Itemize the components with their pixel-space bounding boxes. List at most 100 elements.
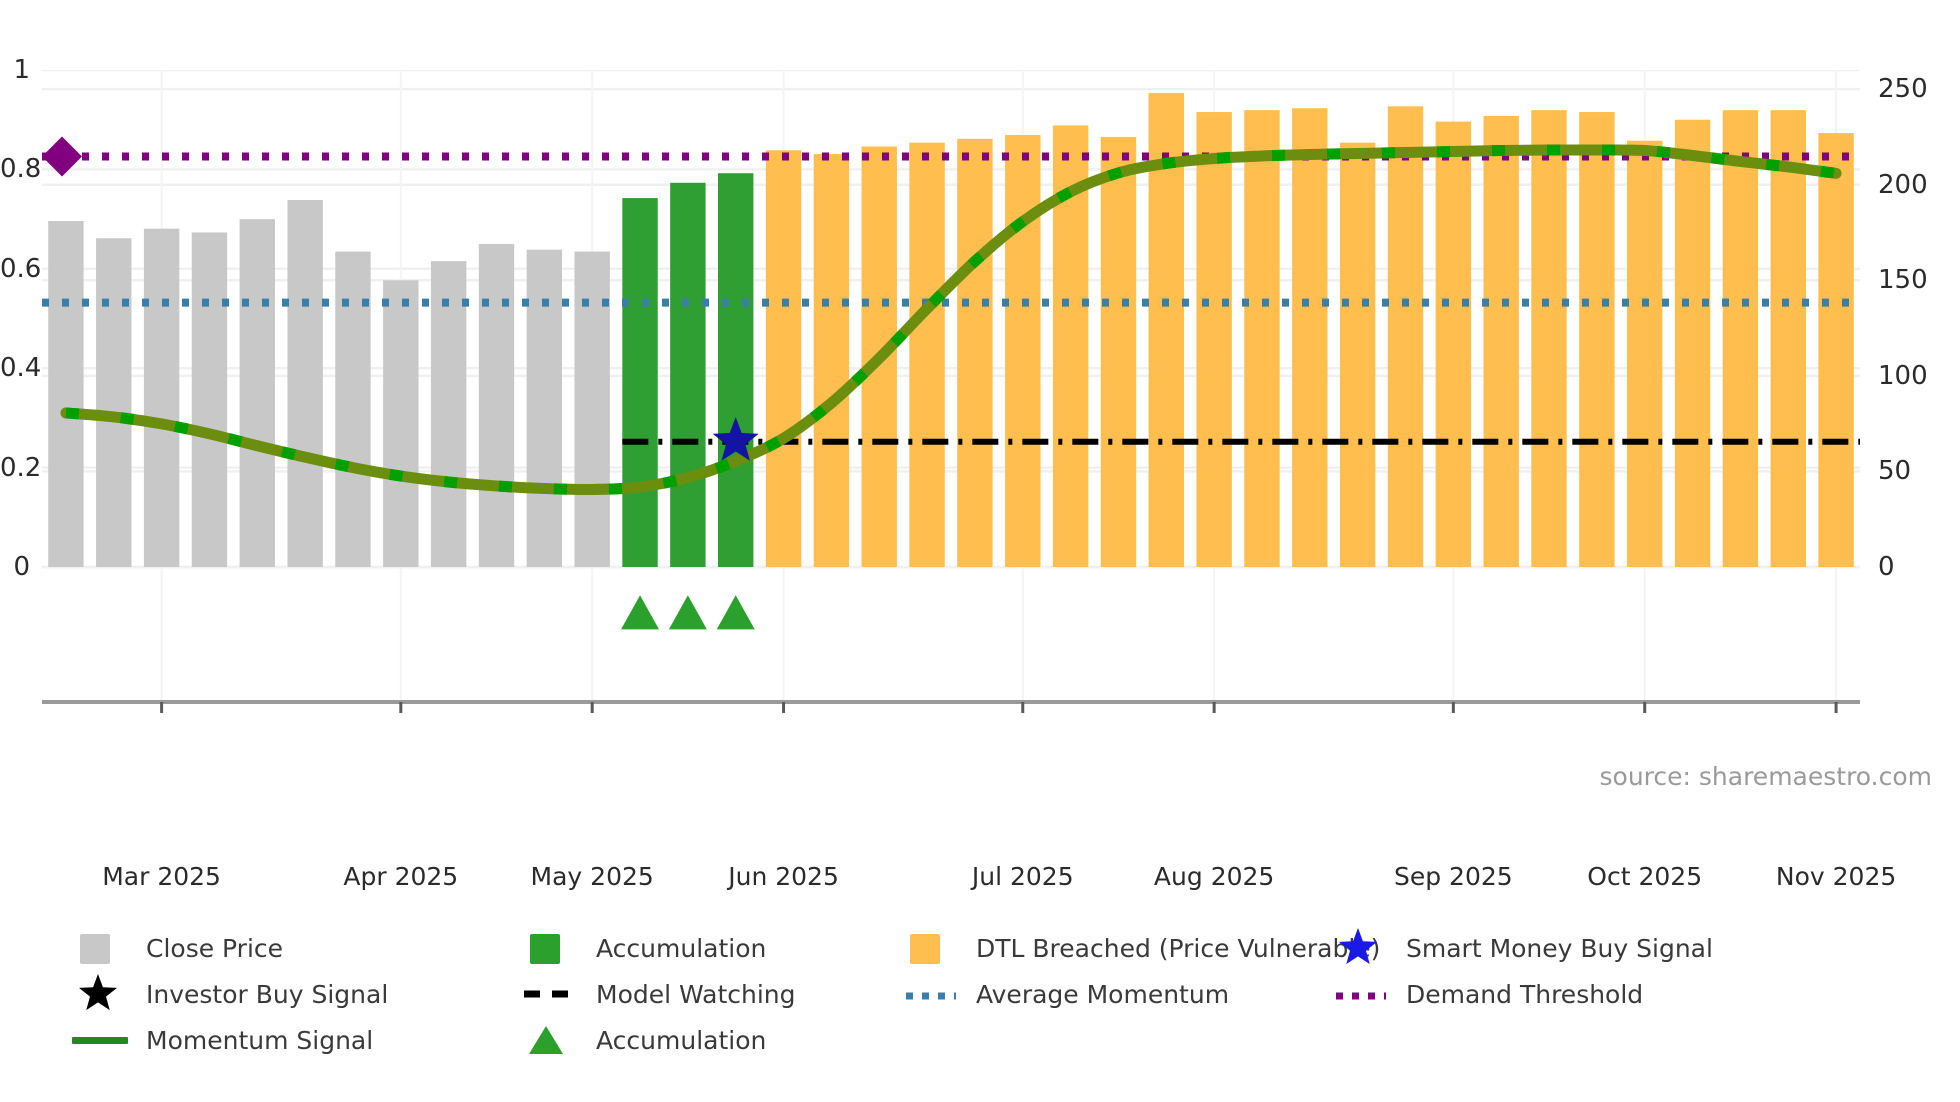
x-axis-tick-label: Jul 2025 (971, 862, 1074, 891)
legend-item[interactable]: Accumulation (520, 925, 900, 971)
legend-item-label: Close Price (146, 933, 284, 963)
bar (526, 249, 563, 567)
chart-legend: Close Price Accumulation DTL Breached (Pri… (70, 925, 1930, 1063)
legend-line-icon (70, 1020, 132, 1060)
x-axis-tick-label: May 2025 (530, 862, 654, 891)
square-icon (910, 934, 940, 964)
legend-item-label: Accumulation (596, 933, 767, 963)
bar (430, 261, 467, 567)
solid-line-icon (72, 1037, 128, 1044)
plot-svg (42, 70, 1860, 713)
bar (239, 219, 275, 567)
y-axis-right-tick-label: 0 (1878, 552, 1895, 582)
square-icon (80, 934, 110, 964)
bar (1244, 110, 1280, 567)
legend-dotted-line-icon (1330, 974, 1392, 1014)
bar (48, 221, 84, 567)
bar (478, 243, 515, 567)
plot-area (42, 70, 1860, 715)
legend-item[interactable]: Demand Threshold (1330, 971, 1643, 1017)
x-axis-tick-label: Aug 2025 (1153, 862, 1275, 891)
legend-dotted-line-icon (900, 974, 962, 1014)
bar (383, 280, 419, 567)
legend-swatch-icon (70, 928, 132, 968)
legend-item[interactable]: Average Momentum (900, 971, 1330, 1017)
x-axis-tick-label: Nov 2025 (1775, 862, 1897, 891)
y-axis-right-tick-label: 200 (1878, 169, 1928, 200)
legend-item-label: Model Watching (596, 979, 796, 1009)
legend-item[interactable]: Accumulation (520, 1017, 900, 1063)
bar (1818, 133, 1854, 568)
legend-item-label: Momentum Signal (146, 1025, 374, 1055)
y-axis-left-tick-label: 0.4 (0, 353, 42, 384)
legend-item[interactable]: Model Watching (520, 971, 900, 1017)
bar (957, 138, 993, 568)
dotted-line-icon (906, 992, 956, 1000)
bar (1722, 110, 1759, 567)
dashed-line-icon (524, 990, 578, 998)
y-axis-left-tick-label: 0 (13, 552, 30, 582)
star-icon (78, 974, 118, 1011)
legend-item-label: Demand Threshold (1406, 979, 1644, 1009)
y-axis-right-tick-label: 150 (1878, 265, 1928, 296)
bar (765, 150, 802, 567)
bar (1339, 142, 1376, 567)
bar (813, 154, 850, 567)
bar (287, 199, 323, 567)
x-axis-tick-label: Jun 2025 (728, 862, 839, 891)
y-axis-right-tick-label: 250 (1878, 74, 1928, 105)
legend-item-label: Accumulation (596, 1025, 767, 1055)
source-attribution: source: sharemaestro.com (1599, 762, 1933, 791)
y-axis-left-tick-label: 1 (13, 55, 30, 85)
legend-row: Momentum Signal Accumulation (70, 1017, 1930, 1063)
legend-dashed-line-icon (520, 974, 582, 1014)
legend-item[interactable]: Investor Buy Signal (70, 971, 520, 1017)
x-axis-tick-label: Sep 2025 (1393, 862, 1513, 891)
smart-money-buy-signal-star-marker (712, 417, 759, 461)
bar (1435, 121, 1472, 567)
bar (96, 238, 132, 567)
triangle-icon (529, 1026, 563, 1054)
accumulation-triangle-marker (621, 595, 660, 630)
x-axis-tick-label: Apr 2025 (343, 862, 459, 891)
bar (1483, 115, 1519, 567)
y-axis-right-tick-label: 50 (1878, 456, 1912, 487)
momentum-signal-line (60, 144, 1842, 496)
bar (1100, 136, 1137, 567)
bar (1531, 110, 1567, 567)
bar (718, 173, 754, 567)
momentum-signal-dash-overlay (65, 144, 1837, 496)
bar (191, 232, 228, 567)
accumulation-triangle-marker (668, 595, 707, 630)
legend-item-label: DTL Breached (Price Vulnerable) (976, 933, 1381, 963)
bar (143, 228, 180, 567)
bar (1674, 119, 1711, 567)
legend-item[interactable]: Smart Money Buy Signal (1330, 925, 1713, 971)
bar (1579, 112, 1615, 568)
legend-item-label: Investor Buy Signal (146, 979, 389, 1009)
legend-star-icon (1330, 928, 1392, 968)
y-axis-left-tick-label: 0.8 (0, 154, 42, 185)
bar (670, 182, 706, 567)
legend-row: Close Price Accumulation DTL Breached (Pri… (70, 925, 1930, 971)
star-icon (1338, 928, 1378, 965)
bar (1148, 92, 1184, 567)
square-icon (530, 934, 560, 964)
legend-triangle-icon (520, 1020, 582, 1060)
legend-item[interactable]: Close Price (70, 925, 520, 971)
x-axis-tick-label: Oct 2025 (1587, 862, 1703, 891)
legend-item[interactable]: DTL Breached (Price Vulnerable) (900, 925, 1380, 971)
demand-threshold-diamond-marker (42, 136, 82, 177)
bar (909, 142, 945, 567)
accumulation-triangle-marker (716, 595, 755, 630)
legend-item-label: Smart Money Buy Signal (1406, 933, 1713, 963)
bar (1770, 110, 1806, 567)
bar (1627, 140, 1663, 567)
y-axis-left-tick-label: 0.6 (0, 253, 42, 284)
x-axis-tick-label: Mar 2025 (102, 862, 221, 891)
legend-item[interactable]: Momentum Signal (70, 1017, 520, 1063)
bar (1292, 108, 1328, 567)
y-axis-left-tick-label: 0.2 (0, 452, 42, 483)
bar (1387, 106, 1424, 568)
